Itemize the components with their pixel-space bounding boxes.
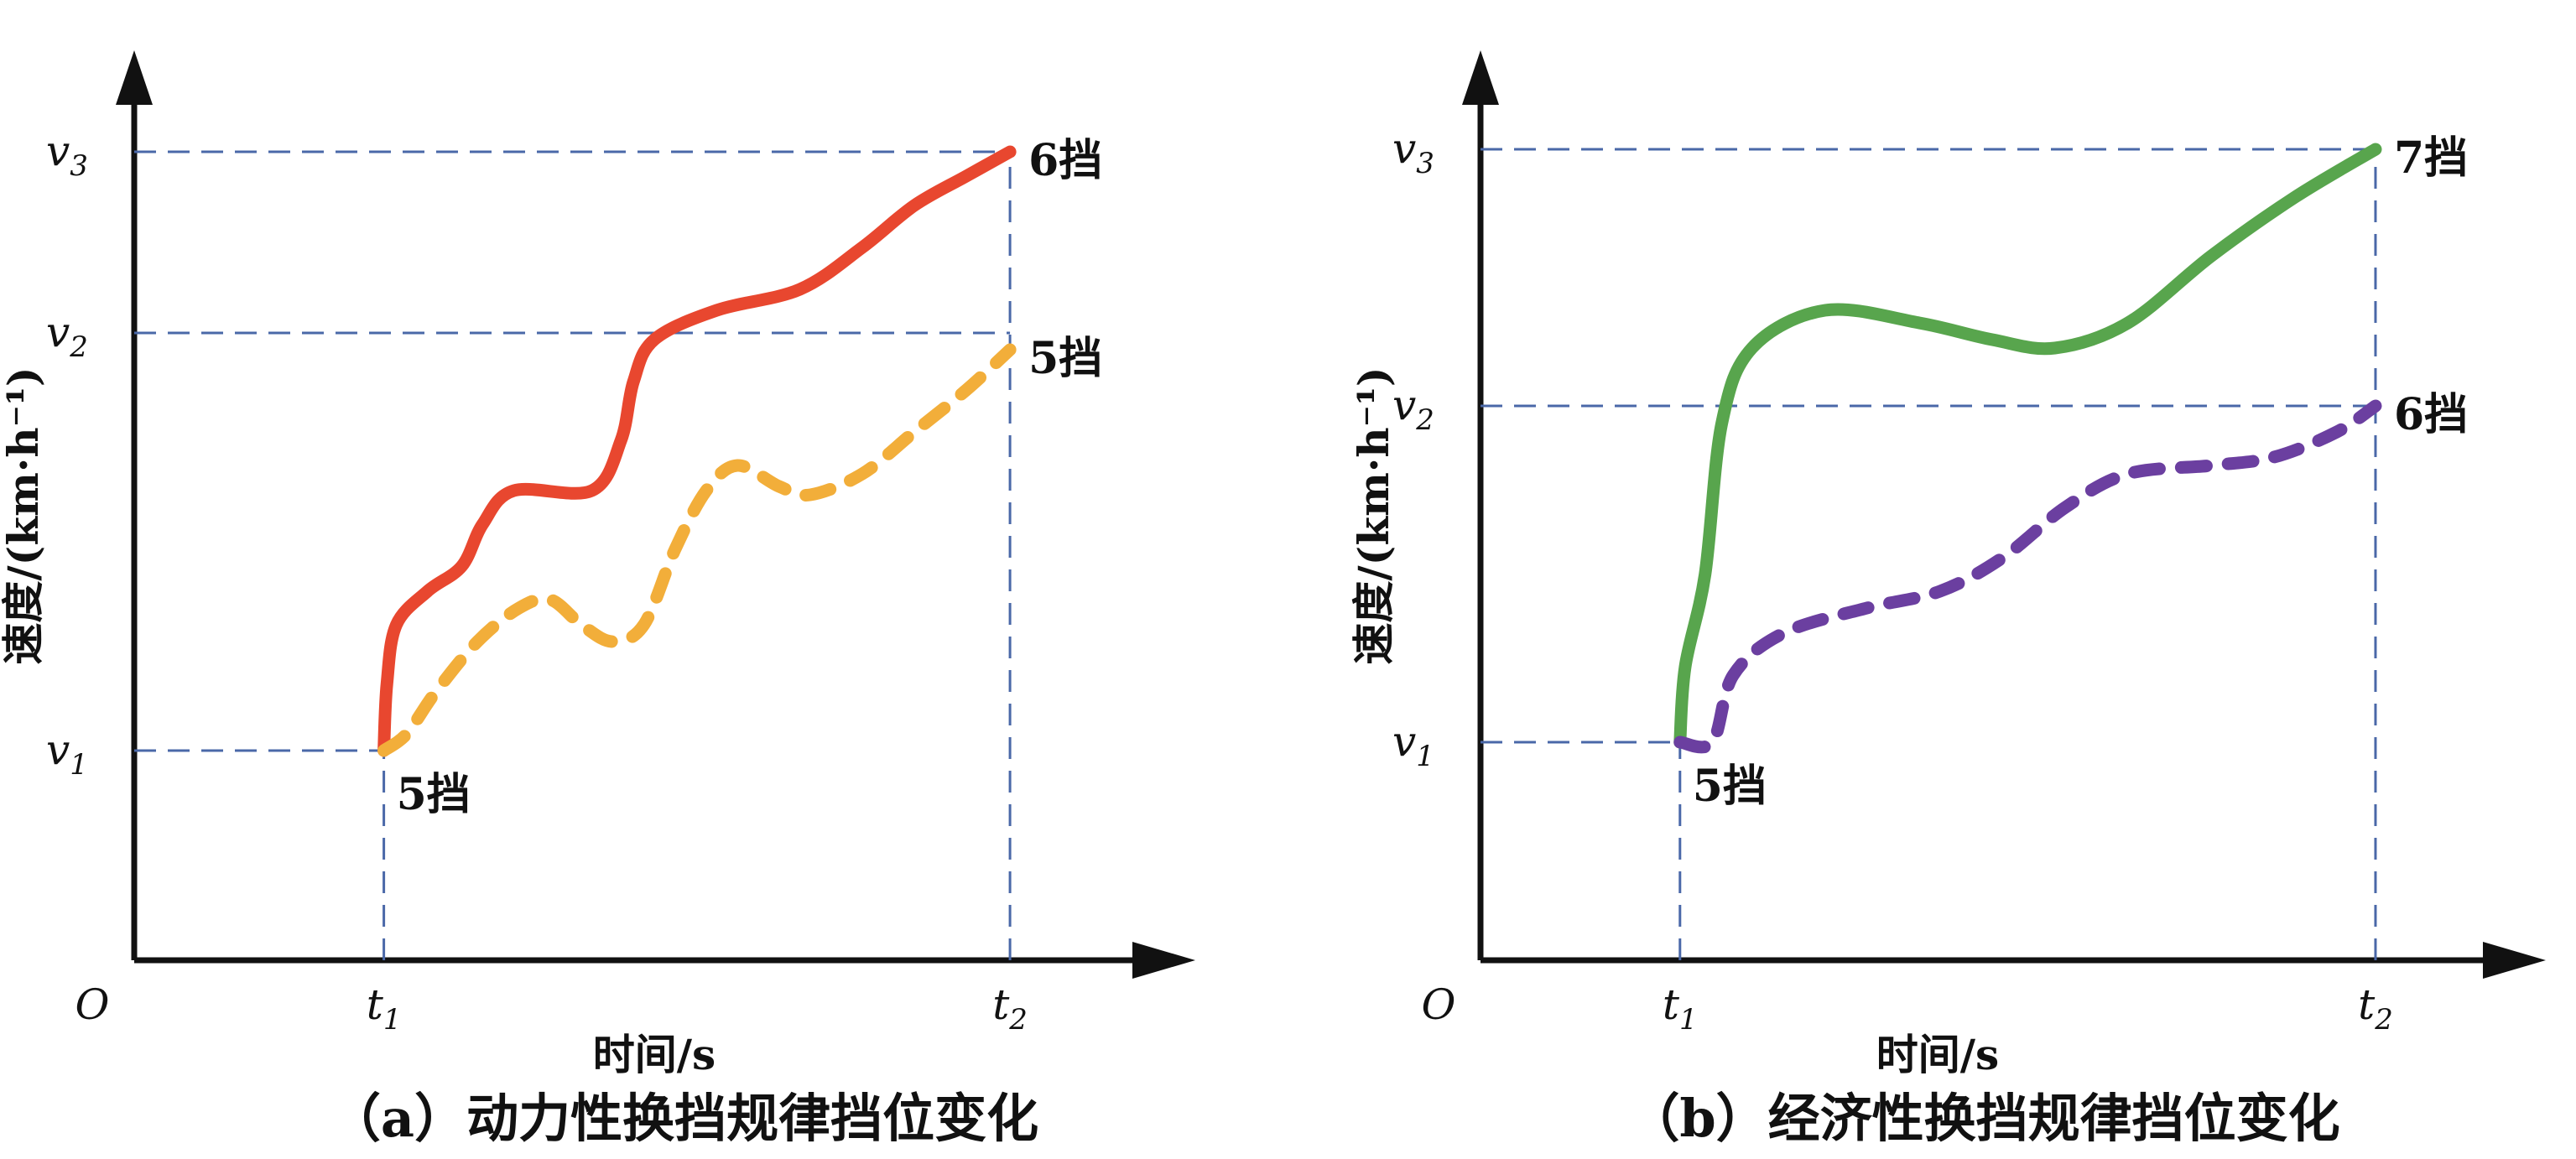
start-gear-label: 5挡 [1693,761,1767,812]
end-gear-label: 6挡 [2394,389,2468,440]
tick-symbol: v [1392,381,1416,429]
y-axis-arrow [1462,50,1499,105]
series-line [1673,143,2382,749]
tick-subscript: 3 [70,149,88,183]
tick-symbol: v [1392,717,1416,766]
tick-subscript: 2 [1415,403,1434,437]
y-axis-title: 速度/(km·h⁻¹) [0,366,48,664]
end-gear-label: 7挡 [2394,133,2468,184]
tick-subscript: 1 [70,748,88,782]
tick-subscript: 2 [69,330,88,364]
y-tick-label: v1 [1392,717,1434,773]
series-line [1673,399,2382,754]
tick-subscript: 1 [383,1003,402,1037]
tick-subscript: 1 [1416,740,1434,773]
y-tick-label: v2 [1392,381,1434,437]
tick-symbol: t [367,980,384,1029]
y-axis-title: 速度/(km·h⁻¹) [1349,366,1398,664]
tick-subscript: 1 [1679,1003,1698,1037]
tick-symbol: t [2358,980,2376,1029]
x-axis-arrow [1132,942,1195,979]
tick-subscript: 2 [2374,1003,2393,1037]
series-line [377,343,1017,757]
x-tick-label: t2 [2358,980,2393,1037]
origin-label: O [75,980,110,1029]
tick-symbol: t [992,980,1010,1029]
origin-label: O [1422,980,1456,1029]
tick-symbol: v [1392,124,1416,173]
tick-symbol: v [46,127,70,175]
tick-symbol: v [46,725,70,774]
guide-lines [134,150,1012,960]
x-axis-title: 时间/s [593,1030,716,1079]
x-tick-label: t1 [367,980,402,1037]
y-tick-label: v3 [1392,124,1434,180]
tick-symbol: v [46,308,70,356]
y-tick-label: v1 [46,725,88,782]
end-gear-label: 6挡 [1028,135,1102,186]
start-gear-label: 5挡 [397,769,471,820]
x-axis-title: 时间/s [1876,1030,1999,1079]
x-tick-label: t2 [992,980,1028,1037]
series-group [377,145,1017,757]
gear-labels: 5挡 7挡 6挡 [1693,133,2468,812]
end-gear-label: 5挡 [1028,333,1102,384]
guide-lines [1481,148,2377,960]
x-axis-arrow [2483,942,2546,979]
gear-labels: 5挡 6挡 5挡 [397,135,1103,820]
tick-symbol: t [1663,980,1680,1029]
y-tick-label: v3 [46,127,88,183]
series-line [377,145,1017,757]
x-tick-label: t1 [1663,980,1698,1037]
y-axis-arrow [116,50,153,105]
tick-subscript: 3 [1416,147,1434,180]
chart-caption: （a）动力性换挡规律挡位变化 [329,1088,1038,1149]
x-tick-labels: t1 t2 [1663,980,2393,1037]
chart-caption: （b）经济性换挡规律挡位变化 [1627,1088,2339,1149]
y-tick-label: v2 [46,308,88,364]
series-group [1673,143,2382,754]
tick-subscript: 2 [1008,1003,1028,1037]
x-tick-labels: t1 t2 [367,980,1028,1037]
